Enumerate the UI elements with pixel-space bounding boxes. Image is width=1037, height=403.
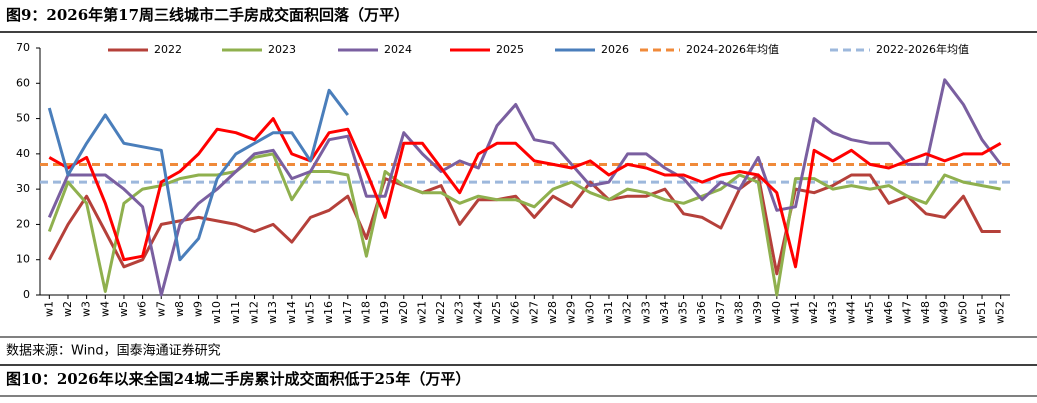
- x-tick-label: w3: [80, 301, 93, 317]
- x-tick-label: w22: [434, 301, 447, 324]
- x-tick-label: w7: [154, 301, 167, 317]
- chart-title: 图9：2026年第17周三线城市二手房成交面积回落（万平）: [6, 6, 409, 24]
- legend-label: 2022: [154, 43, 182, 56]
- series-line: [47, 152, 1001, 297]
- legend-label: 2022-2026年均值: [876, 42, 969, 56]
- x-tick-label: w16: [322, 301, 335, 324]
- x-tick-label: w33: [639, 301, 652, 324]
- legend-label: 2026: [601, 43, 629, 56]
- x-tick-label: w13: [266, 301, 279, 324]
- x-tick-label: w39: [751, 301, 764, 324]
- x-tick-label: w43: [826, 301, 839, 324]
- x-tick-label: w49: [938, 301, 951, 324]
- x-tick-label: w45: [863, 301, 876, 324]
- x-tick-label: w48: [919, 301, 932, 324]
- x-tick-label: w8: [173, 301, 186, 317]
- x-tick-label: w38: [733, 301, 746, 324]
- x-tick-label: w12: [248, 301, 261, 324]
- y-tick-label: 0: [23, 288, 30, 301]
- x-tick-label: w46: [882, 301, 895, 324]
- y-tick-label: 10: [16, 253, 30, 266]
- x-tick-label: w30: [583, 301, 596, 324]
- x-tick-label: w50: [956, 301, 969, 324]
- x-tick-label: w36: [695, 301, 708, 324]
- x-tick-label: w4: [98, 301, 111, 317]
- y-tick-label: 70: [16, 41, 30, 54]
- y-tick-label: 20: [16, 217, 30, 230]
- x-tick-label: w6: [136, 301, 149, 317]
- x-tick-label: w34: [658, 301, 671, 324]
- x-tick-label: w19: [378, 301, 391, 324]
- x-tick-label: w35: [677, 301, 690, 324]
- x-tick-label: w26: [509, 301, 522, 324]
- series-line: [48, 117, 1002, 269]
- x-tick-label: w31: [602, 301, 615, 324]
- source: 数据来源：Wind，国泰海通证券研究: [6, 343, 221, 359]
- x-tick-label: w37: [714, 301, 727, 324]
- y-tick-label: 40: [16, 147, 30, 160]
- x-tick-label: w42: [807, 301, 820, 324]
- x-tick-label: w41: [788, 301, 801, 324]
- series-line: [47, 78, 1002, 297]
- x-tick-label: w27: [527, 301, 540, 324]
- legend-label: 2025: [496, 43, 524, 56]
- x-tick-label: w15: [303, 301, 316, 324]
- x-tick-label: w24: [471, 301, 484, 324]
- x-tick-label: w29: [565, 301, 578, 324]
- legend-label: 2024: [384, 43, 412, 56]
- next-title: 图10：2026年以来全国24城二手房累计成交面积低于25年（万平）: [6, 370, 470, 388]
- x-tick-label: w10: [210, 301, 223, 324]
- x-tick-label: w5: [117, 301, 130, 317]
- x-tick-label: w21: [415, 301, 428, 324]
- series-line: [47, 173, 1001, 276]
- x-tick-label: w23: [453, 301, 466, 324]
- x-tick-label: w17: [341, 301, 354, 324]
- x-tick-label: w32: [621, 301, 634, 324]
- x-tick-label: w25: [490, 301, 503, 324]
- x-tick-label: w28: [546, 301, 559, 324]
- x-tick-label: w1: [42, 301, 55, 317]
- x-tick-label: w52: [994, 301, 1007, 324]
- x-tick-label: w14: [285, 301, 298, 324]
- x-tick-label: w44: [844, 301, 857, 324]
- legend-label: 2023: [268, 43, 296, 56]
- legend-label: 2024-2026年均值: [686, 42, 779, 56]
- y-tick-label: 60: [16, 76, 30, 89]
- series-line: [47, 88, 349, 262]
- x-tick-label: w51: [975, 301, 988, 324]
- x-tick-label: w47: [900, 301, 913, 324]
- x-tick-label: w11: [229, 301, 242, 324]
- x-tick-label: w9: [192, 301, 205, 317]
- x-tick-label: w18: [359, 301, 372, 324]
- x-tick-label: w2: [61, 301, 74, 317]
- y-tick-label: 50: [16, 112, 30, 125]
- y-tick-label: 30: [16, 182, 30, 195]
- x-tick-label: w40: [770, 301, 783, 324]
- x-tick-label: w20: [397, 301, 410, 324]
